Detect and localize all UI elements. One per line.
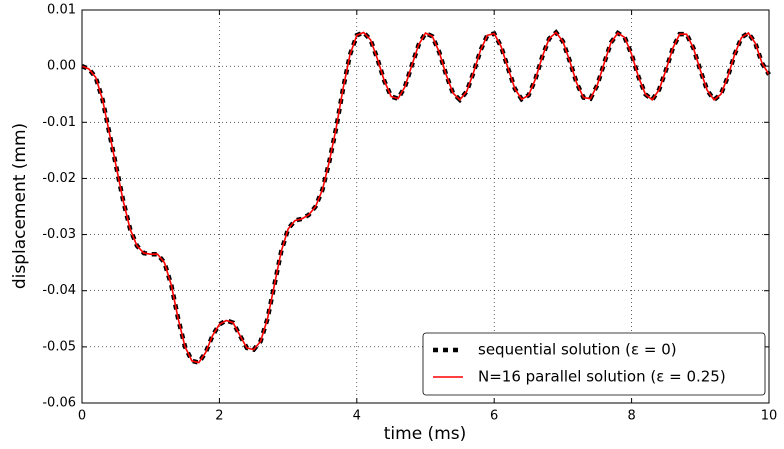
x-tick-label: 0	[78, 409, 86, 424]
y-tick-label: -0.02	[42, 171, 76, 186]
x-tick-label: 2	[215, 409, 223, 424]
y-tick-label: 0.01	[47, 3, 76, 18]
y-tick-label: -0.05	[42, 339, 76, 354]
y-tick-label: -0.03	[42, 227, 76, 242]
y-tick-label: -0.04	[42, 283, 76, 298]
legend-box	[422, 332, 766, 396]
x-tick-label: 10	[761, 409, 778, 424]
x-tick-label: 8	[627, 409, 635, 424]
x-axis-label: time (ms)	[384, 424, 467, 444]
legend-label: sequential solution (ε = 0)	[478, 341, 677, 359]
x-tick-label: 4	[353, 409, 361, 424]
y-tick-label: -0.06	[42, 396, 76, 411]
legend-label: N=16 parallel solution (ε = 0.25)	[478, 368, 726, 386]
series-line	[81, 31, 770, 364]
y-tick-label: -0.01	[42, 115, 76, 130]
y-axis-label: displacement (mm)	[10, 123, 30, 289]
series-line	[81, 29, 771, 366]
plot-frame	[81, 9, 770, 404]
y-tick-label: 0.00	[47, 59, 76, 74]
x-tick-label: 6	[490, 409, 498, 424]
